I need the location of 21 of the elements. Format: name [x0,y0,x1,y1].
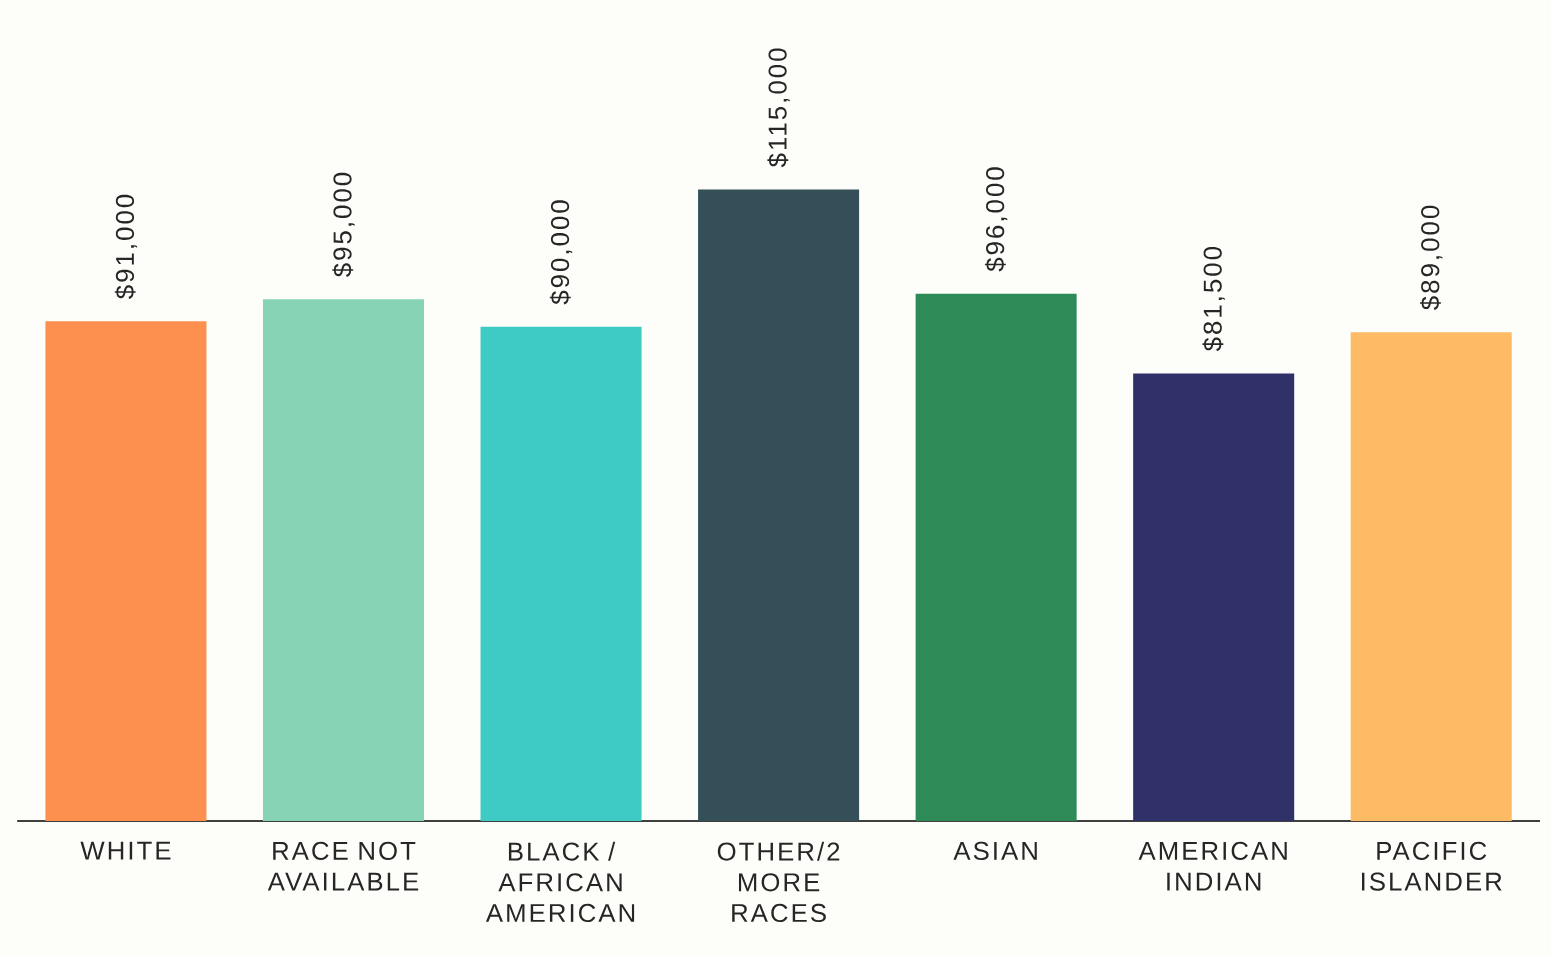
bar [915,293,1077,821]
x-tick-label: OTHER/2 MORE RACES [717,841,840,922]
bar [1350,332,1512,821]
data-label: $90,000 [549,200,573,305]
x-tick-label: RACE NOT AVAILABLE [267,841,419,891]
x-tick-label: WHITE [80,841,171,860]
x-tick-label: BLACK / AFRICAN AMERICAN [485,841,635,922]
bar [45,321,207,821]
data-label: $115,000 [767,48,790,167]
bar [262,299,425,821]
bar [1133,373,1295,821]
x-tick-label: AMERICAN INDIAN [1138,841,1287,891]
data-label: $95,000 [332,172,355,277]
data-label: $96,000 [984,167,1008,272]
x-tick-label: PACIFIC ISLANDER [1361,841,1502,891]
data-label: $91,000 [114,194,138,299]
bar [698,189,860,821]
data-label: $89,000 [1420,205,1443,310]
data-label: $81,500 [1202,246,1225,351]
bar [480,326,642,821]
x-tick-label: ASIAN [953,841,1037,860]
